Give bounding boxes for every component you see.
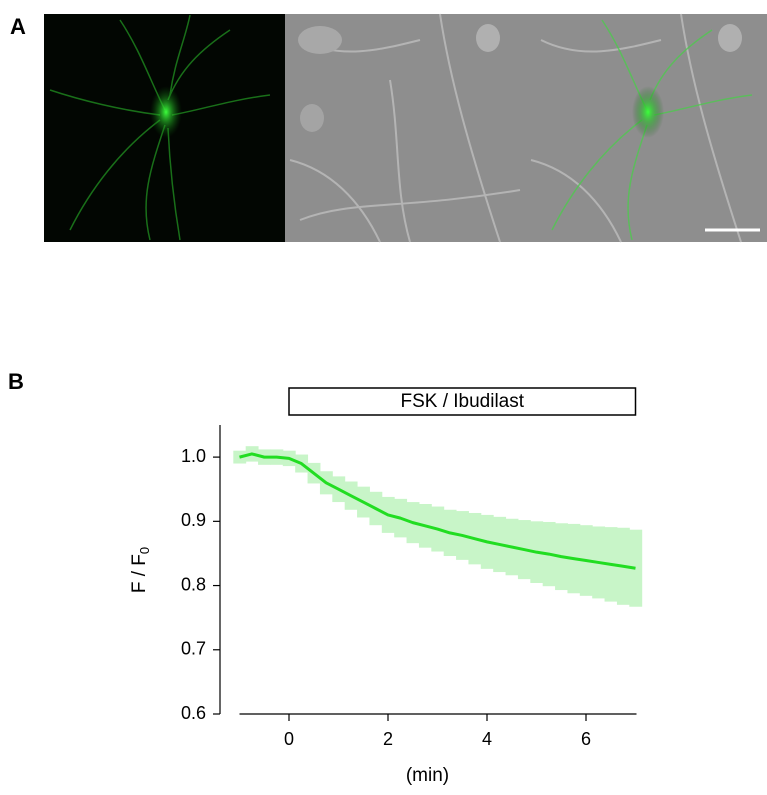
y-axis-label: F / F0 (129, 547, 152, 593)
y-axis-label-sub: 0 (137, 547, 152, 554)
y-tick-label: 0.8 (181, 574, 206, 594)
x-tick-label: 0 (284, 729, 294, 749)
treatment-label: FSK / Ibudilast (400, 391, 524, 412)
panel-label: B (8, 369, 24, 394)
micrograph-fluorescence (44, 14, 285, 242)
y-axis-label-main: F / F (129, 554, 150, 593)
x-tick-label: 4 (482, 729, 492, 749)
data-line (239, 452, 636, 570)
x-tick-label: 6 (581, 729, 591, 749)
micrograph-dic (285, 13, 526, 243)
y-tick-label: 0.9 (181, 510, 206, 530)
y-tick-label: 0.7 (181, 639, 206, 659)
y-tick-label: 1.0 (181, 446, 206, 466)
y-tick-label: 0.6 (181, 703, 206, 723)
x-tick-label: 2 (383, 729, 393, 749)
micrograph-merge (526, 13, 767, 243)
panel-label: A (10, 14, 26, 39)
treatment-bar (288, 387, 637, 416)
x-axis-label: (min) (406, 765, 449, 786)
error-band (629, 529, 643, 607)
